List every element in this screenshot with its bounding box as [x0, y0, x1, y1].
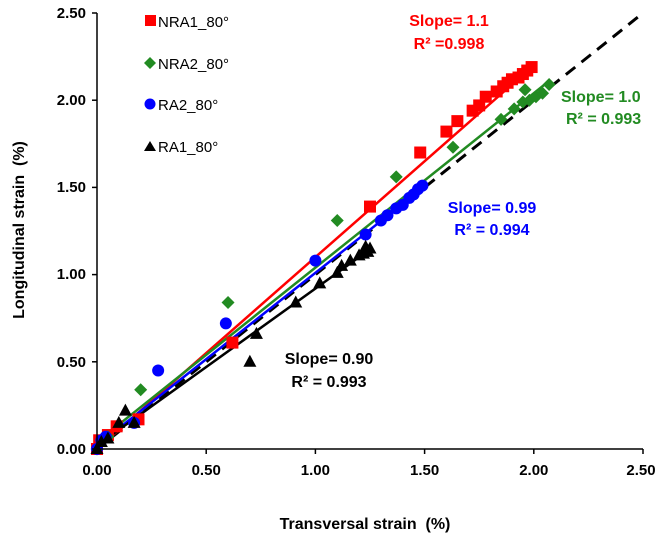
r2-label: R² =0.998	[414, 36, 485, 53]
data-point	[134, 383, 148, 397]
x-tick-label: 0.00	[82, 462, 111, 479]
y-tick-labels: 0.00 0.50 1.00 1.50 2.00 2.50	[57, 5, 86, 458]
data-point	[101, 431, 115, 444]
data-point	[542, 78, 556, 92]
data-point	[219, 317, 232, 330]
x-axis-title: Transversal strain (%)	[280, 516, 451, 533]
data-point	[446, 140, 460, 154]
y-tick-label: 2.00	[57, 92, 86, 109]
data-point	[414, 146, 427, 159]
slope-label: Slope= 1.1	[409, 13, 489, 30]
annotation-ra2: Slope= 0.99 R² = 0.994	[448, 200, 537, 239]
x-tick-label: 2.00	[519, 462, 548, 479]
x-tick-label: 1.00	[301, 462, 330, 479]
data-point	[249, 326, 263, 339]
axis-ticks	[92, 12, 644, 454]
data-point	[507, 102, 521, 116]
slope-label: Slope= 1.0	[561, 89, 641, 106]
annotation-ra1: Slope= 0.90 R² = 0.993	[285, 351, 374, 391]
data-point	[289, 295, 303, 308]
y-tick-label: 0.00	[57, 441, 86, 458]
data-point	[494, 112, 508, 126]
fit-line	[96, 80, 550, 444]
data-point	[313, 276, 327, 289]
legend-label: NRA2_80°	[158, 56, 229, 73]
data-point	[343, 253, 357, 266]
data-point	[416, 179, 429, 192]
data-point	[536, 86, 550, 100]
data-point	[518, 83, 532, 97]
data-point	[389, 170, 403, 184]
data-point	[118, 403, 132, 416]
slope-label: Slope= 0.99	[448, 200, 537, 217]
data-point	[226, 336, 239, 349]
x-tick-label: 2.50	[626, 462, 655, 479]
legend-marker-square	[145, 15, 156, 26]
data-point	[112, 415, 126, 428]
data-point	[330, 214, 344, 228]
annotation-nra1: Slope= 1.1 R² =0.998	[409, 13, 489, 53]
data-point	[152, 364, 165, 377]
legend-label: RA1_80°	[158, 139, 218, 156]
data-point	[127, 415, 141, 428]
data-point	[440, 125, 453, 138]
data-point	[479, 90, 492, 103]
y-tick-label: 1.00	[57, 266, 86, 283]
annotation-nra2: Slope= 1.0 R² = 0.993	[561, 89, 641, 128]
plot-area	[90, 11, 644, 456]
data-point	[381, 209, 394, 222]
data-point	[359, 239, 373, 252]
y-tick-label: 0.50	[57, 354, 86, 371]
slope-label: Slope= 0.90	[285, 351, 374, 368]
data-point	[221, 296, 235, 310]
data-point	[243, 354, 257, 367]
r2-label: R² = 0.993	[566, 111, 641, 128]
data-point	[451, 115, 464, 128]
y-axis-title: Longitudinal strain (%)	[11, 141, 28, 319]
fit-line	[96, 189, 422, 447]
data-point	[359, 228, 372, 241]
r2-label: R² = 0.993	[291, 374, 366, 391]
data-point	[335, 258, 349, 271]
x-tick-label: 1.50	[410, 462, 439, 479]
r2-label: R² = 0.994	[454, 222, 529, 239]
legend-marker-triangle	[144, 141, 156, 151]
x-tick-labels: 0.00 0.50 1.00 1.50 2.00 2.50	[82, 462, 655, 479]
legend: NRA1_80° NRA2_80° RA2_80° RA1_80°	[144, 14, 229, 156]
data-point	[94, 435, 108, 448]
legend-marker-diamond	[144, 57, 156, 69]
y-tick-label: 1.50	[57, 179, 86, 196]
data-point	[364, 200, 376, 213]
data-point	[309, 254, 322, 267]
y-tick-label: 2.50	[57, 5, 86, 22]
data-point	[330, 265, 344, 278]
data-point	[525, 61, 538, 74]
data-point	[505, 73, 518, 86]
legend-label: RA2_80°	[158, 97, 218, 114]
legend-marker-circle	[144, 98, 156, 110]
legend-label: NRA1_80°	[158, 14, 229, 31]
x-tick-label: 0.50	[192, 462, 221, 479]
